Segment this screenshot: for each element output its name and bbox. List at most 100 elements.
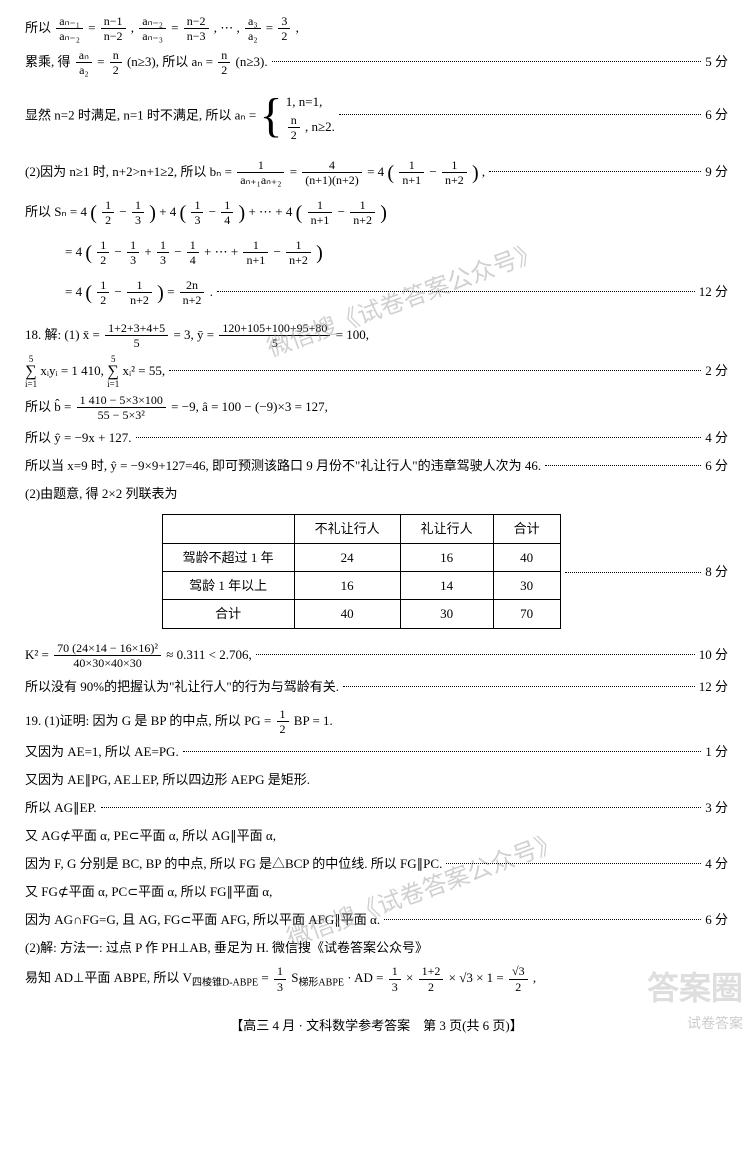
fraction: n2 (110, 48, 122, 78)
fraction: 13 (274, 964, 286, 994)
paren: ) (239, 202, 246, 224)
dotted-leader (101, 798, 702, 808)
table-header-row: 不礼让行人 礼让行人 合计 (162, 515, 560, 543)
text: · AD = (347, 970, 386, 985)
table-row: 驾龄不超过 1 年 24 16 40 (162, 543, 560, 571)
math-line: = 4 ( 12 − 13 + 13 − 14 + ⋯ + 1n+1 − 1n+… (25, 235, 728, 271)
dotted-leader (343, 677, 695, 687)
math-line: 所以 Sₙ = 4 ( 12 − 13 ) + 4 ( 13 − 14 ) + … (25, 195, 728, 231)
fraction: 13 (127, 238, 139, 268)
dotted-leader (545, 456, 701, 466)
math-line: 5∑i=1 xᵢyᵢ = 1 410, 5∑i=1 xᵢ² = 55, 2 分 (25, 355, 728, 389)
piecewise-cases: 1, n=1, n2 , n≥2. (286, 90, 335, 143)
fraction: aₙ₋₁aₙ₋₂ (56, 14, 83, 44)
fraction: 1n+2 (350, 198, 375, 228)
text: = (97, 54, 108, 69)
fraction: n2 (288, 113, 300, 143)
fraction: 1n+2 (127, 278, 152, 308)
score-label: 12 分 (699, 280, 728, 303)
text: , (482, 164, 485, 179)
score-label: 9 分 (705, 160, 728, 183)
fraction: 4(n+1)(n+2) (302, 158, 362, 188)
fraction: 1+22 (419, 964, 444, 994)
dotted-leader (565, 563, 702, 573)
math-line: (2)解: 方法一: 过点 P 作 PH⊥AB, 垂足为 H. 微信搜《试卷答案… (25, 936, 728, 960)
text: 累乘, 得 (25, 54, 74, 69)
fraction: 70 (24×14 − 16×16)²40×30×40×30 (54, 641, 161, 671)
text: = (167, 284, 178, 299)
text: × (406, 970, 417, 985)
fraction: 1+2+3+4+55 (105, 321, 168, 351)
score-label: 12 分 (699, 675, 728, 698)
text: × √3 × 1 = (449, 970, 507, 985)
paren: ( (296, 202, 303, 224)
text: 所以没有 90%的把握认为"礼让行人"的行为与驾龄有关. (25, 675, 339, 698)
text: 显然 n=2 时满足, n=1 时不满足, 所以 aₙ = (25, 107, 259, 122)
math-line: 所以没有 90%的把握认为"礼让行人"的行为与驾龄有关. 12 分 (25, 675, 728, 699)
paren: ) (157, 282, 164, 304)
page-footer: 【高三 4 月 · 文科数学参考答案 第 3 页(共 6 页)】 (25, 1014, 728, 1037)
text: xᵢyᵢ = 1 410, (40, 363, 107, 378)
fraction: 1n+1 (399, 158, 424, 188)
fraction: 13 (132, 198, 144, 228)
dotted-leader (446, 854, 701, 864)
score-label: 2 分 (705, 359, 728, 382)
text: (n≥3), 所以 aₙ = (127, 54, 216, 69)
text: (2)由题意, 得 2×2 列联表为 (25, 482, 178, 505)
text: 18. 解: (1) x̄ = (25, 327, 103, 342)
dotted-leader (489, 162, 701, 172)
fraction: 12 (277, 707, 289, 737)
text: − (274, 244, 285, 259)
paren: ) (472, 162, 479, 184)
dotted-leader (183, 742, 702, 752)
text: K² = (25, 647, 52, 662)
text: 所以 Sₙ = 4 (25, 204, 87, 219)
fraction: 1n+2 (286, 238, 311, 268)
text: 所以 (25, 20, 54, 35)
math-line: (2)因为 n≥1 时, n+2>n+1≥2, 所以 bₙ = 1aₙ₊₁aₙ₊… (25, 155, 728, 191)
table-row: 驾龄 1 年以上 16 14 30 (162, 572, 560, 600)
text: = 100, (336, 327, 369, 342)
text: − (115, 284, 126, 299)
fraction: 12 (102, 198, 114, 228)
paren: ( (180, 202, 187, 224)
table-cell: 24 (294, 543, 400, 571)
text: 易知 AD⊥平面 ABPE, 所以 V (25, 970, 192, 985)
summation: 5∑i=1 (107, 355, 119, 389)
table-cell: 驾龄不超过 1 年 (162, 543, 294, 571)
brace-icon: { (259, 92, 282, 140)
text: − (119, 204, 130, 219)
text: = −9, â = 100 − (−9)×3 = 127, (171, 398, 328, 413)
fraction: 2nn+2 (180, 278, 205, 308)
math-line: 又因为 AE∥PG, AE⊥EP, 所以四边形 AEPG 是矩形. (25, 768, 728, 792)
math-line: 19. (1)证明: 因为 G 是 BP 的中点, 所以 PG = 12 BP … (25, 707, 728, 737)
table-cell: 16 (400, 543, 493, 571)
math-line: 又 AG⊄平面 α, PE⊂平面 α, 所以 AG∥平面 α, (25, 824, 728, 848)
text: = 3, ȳ = (173, 327, 217, 342)
score-label: 1 分 (705, 740, 728, 763)
score-label: 10 分 (699, 643, 728, 666)
fraction: n−1n−2 (101, 14, 126, 44)
paren: ) (380, 202, 387, 224)
case: 1, n=1, (286, 90, 335, 113)
fraction: 120+105+100+95+805 (219, 321, 330, 351)
table-cell: 30 (400, 600, 493, 628)
text: − (429, 164, 440, 179)
math-line: 所以 aₙ₋₁aₙ₋₂ = n−1n−2 , aₙ₋₂aₙ₋₃ = n−2n−3… (25, 14, 728, 44)
fraction: 1n+1 (308, 198, 333, 228)
case: n2 , n≥2. (286, 113, 335, 143)
fraction: 13 (389, 964, 401, 994)
text: = 4 (65, 244, 82, 259)
paren: ) (316, 242, 323, 264)
math-line: 累乘, 得 aₙa₂ = n2 (n≥3), 所以 aₙ = n2 (n≥3).… (25, 48, 728, 78)
text: 又 AG⊄平面 α, PE⊂平面 α, 所以 AG∥平面 α, (25, 824, 276, 847)
text: , (296, 20, 299, 35)
table-cell: 14 (400, 572, 493, 600)
table-cell: 16 (294, 572, 400, 600)
dotted-leader (272, 52, 702, 62)
fraction: n−2n−3 (184, 14, 209, 44)
fraction: 13 (157, 238, 169, 268)
table-row: 合计 40 30 70 (162, 600, 560, 628)
text: (2)解: 方法一: 过点 P 作 PH⊥AB, 垂足为 H. 微信搜《试卷答案… (25, 936, 428, 959)
summation: 5∑i=1 (25, 355, 37, 389)
